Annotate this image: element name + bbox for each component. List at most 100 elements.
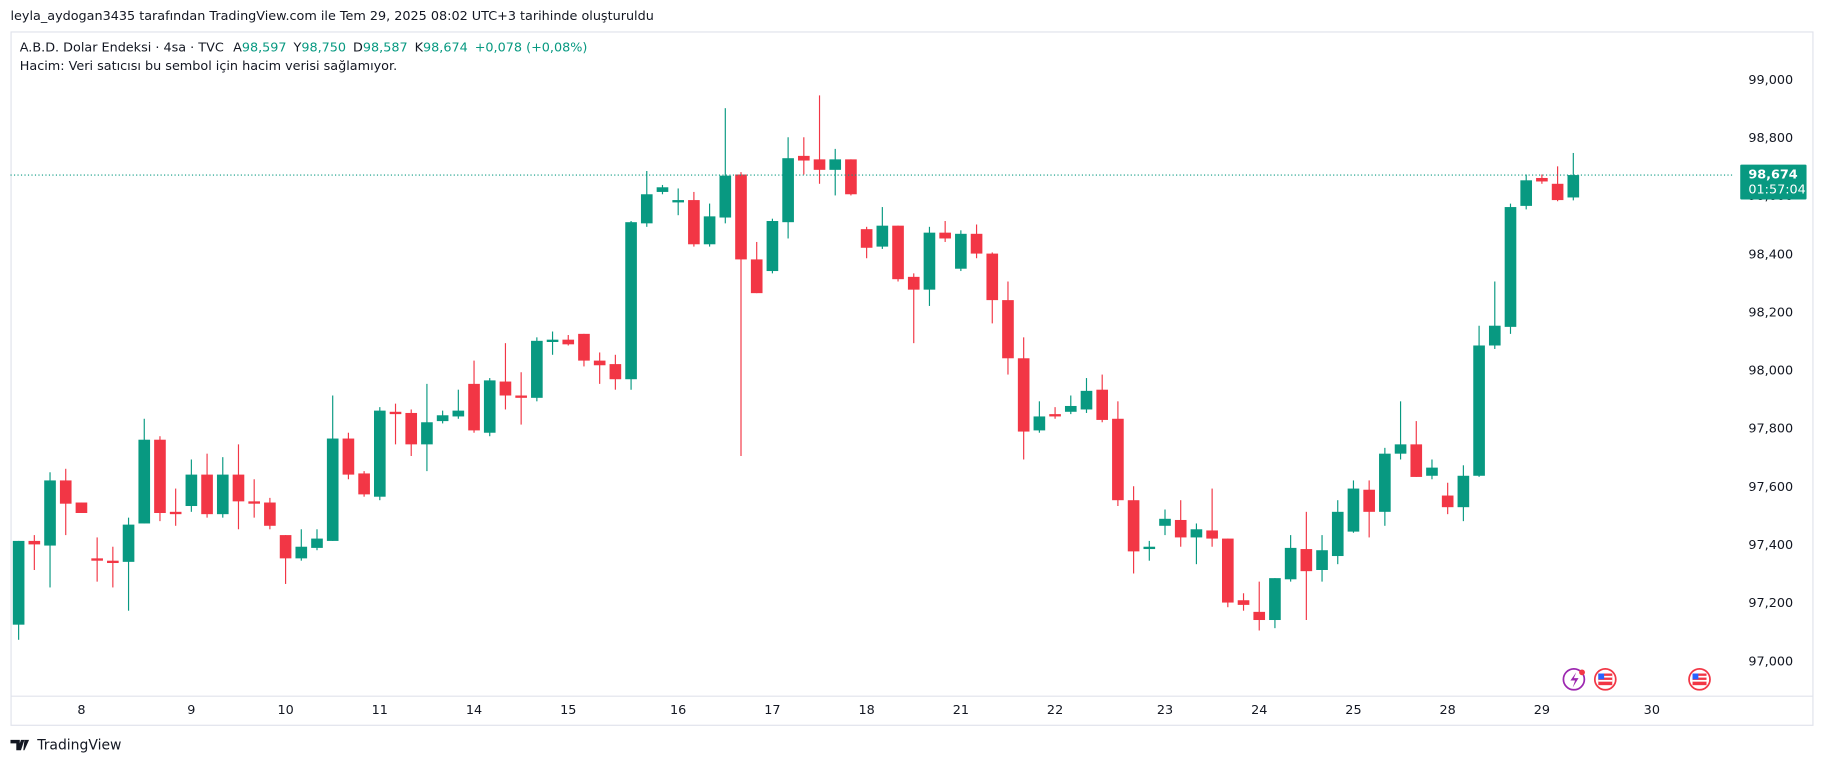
candle-body <box>107 560 119 564</box>
candle-body <box>264 502 276 526</box>
candle-body <box>311 538 323 548</box>
candle-body <box>735 174 747 260</box>
chart-frame <box>10 31 1814 726</box>
candle-body <box>468 383 480 431</box>
candle-body <box>138 439 151 524</box>
event-icon-bolt <box>1570 672 1579 688</box>
x-tick-label: 25 <box>1345 703 1361 718</box>
y-tick-label: 99,000 <box>1748 73 1793 88</box>
caption: leyla_aydogan3435 tarafından TradingView… <box>10 9 653 24</box>
y-tick-label: 98,000 <box>1748 364 1793 379</box>
candle-body <box>766 221 779 272</box>
candle-body <box>892 225 904 280</box>
x-tick-label: 21 <box>953 703 969 718</box>
x-tick-label: 17 <box>764 703 780 718</box>
change: +0,078 (+0,08%) <box>475 40 588 55</box>
candle-body <box>389 411 402 415</box>
candle-body <box>1284 547 1297 580</box>
candle-body <box>578 333 590 361</box>
last-price-tag <box>1740 164 1807 200</box>
field-key: Y <box>293 40 302 55</box>
y-tick-label: 97,600 <box>1748 480 1793 495</box>
candle-body <box>750 259 763 294</box>
candle-body <box>719 175 732 218</box>
x-tick-label: 29 <box>1534 703 1550 718</box>
flag-canton <box>1598 673 1605 680</box>
event-icons <box>1562 667 1711 691</box>
candle-body <box>813 159 826 170</box>
candle-body <box>845 159 857 195</box>
candle-body <box>860 229 873 248</box>
field-key: K <box>415 40 424 55</box>
flag-stripe <box>1598 679 1613 682</box>
candle-body <box>1520 180 1533 206</box>
candle-body <box>1379 453 1391 512</box>
candle-body <box>373 410 386 497</box>
candle-body <box>1127 500 1140 552</box>
legend-line: A.B.D. Dolar Endeksi · 4sa · TVC A98,597 Y… <box>20 40 588 55</box>
field-value: 98,597 <box>242 40 287 55</box>
candle-body <box>1441 495 1454 508</box>
candle-body <box>342 438 355 475</box>
y-tick-label: 98,800 <box>1748 131 1793 146</box>
candle-body <box>12 540 25 625</box>
candle-body <box>531 340 543 398</box>
candle-body <box>876 225 889 247</box>
candle-body <box>955 233 967 269</box>
candle-body <box>216 474 229 515</box>
candle-body <box>923 232 936 290</box>
y-tick-label: 98,400 <box>1748 247 1793 262</box>
x-tick-label: 16 <box>670 703 686 718</box>
y-tick-label: 97,800 <box>1748 422 1793 437</box>
candle-body <box>907 276 920 290</box>
flag <box>1598 673 1613 686</box>
x-tick-label: 11 <box>372 703 388 718</box>
candle-body <box>1174 519 1187 538</box>
candle-body <box>829 159 842 170</box>
candle-body <box>1017 358 1030 432</box>
candle-body <box>656 187 669 192</box>
candle-body <box>546 339 559 342</box>
candle-body <box>1300 549 1313 572</box>
candle-body <box>405 412 418 445</box>
candle-body <box>1551 183 1564 201</box>
candle-body <box>326 438 339 541</box>
candle-body <box>1410 444 1423 477</box>
field-key: A <box>233 40 242 55</box>
last-price-label: 98,674 <box>1748 168 1797 183</box>
candle-body <box>1190 529 1203 538</box>
x-tick-label: 24 <box>1251 703 1267 718</box>
countdown-label: 01:57:04 <box>1748 183 1805 198</box>
candle-body <box>1159 518 1171 526</box>
x-tick-label: 10 <box>277 703 293 718</box>
candle-body <box>1316 550 1328 570</box>
candle-body <box>782 158 794 223</box>
candle-body <box>1080 390 1093 410</box>
candle-body <box>703 216 716 245</box>
candle-body <box>232 474 245 502</box>
candle-body <box>1488 325 1501 346</box>
x-tick-label: 15 <box>560 703 576 718</box>
x-tick-label: 30 <box>1644 703 1660 718</box>
candle-body <box>1237 600 1250 605</box>
candle-body <box>1253 611 1266 621</box>
candle-body <box>688 200 700 245</box>
candle-body <box>640 194 653 224</box>
candle-body <box>436 415 449 422</box>
candle-body <box>1504 207 1517 327</box>
candle-body <box>279 535 292 559</box>
candle-body <box>75 502 88 513</box>
x-tick-label: 8 <box>77 703 85 718</box>
candle-body <box>358 473 370 495</box>
candle-body <box>1049 414 1061 417</box>
candle-body <box>986 253 999 301</box>
candle-body <box>59 480 72 504</box>
candle-body <box>248 501 260 504</box>
candle-body <box>421 422 433 445</box>
candle-body <box>798 155 810 161</box>
candle-body <box>1206 530 1218 539</box>
candle-body <box>1064 405 1077 412</box>
x-tick-label: 22 <box>1047 703 1063 718</box>
